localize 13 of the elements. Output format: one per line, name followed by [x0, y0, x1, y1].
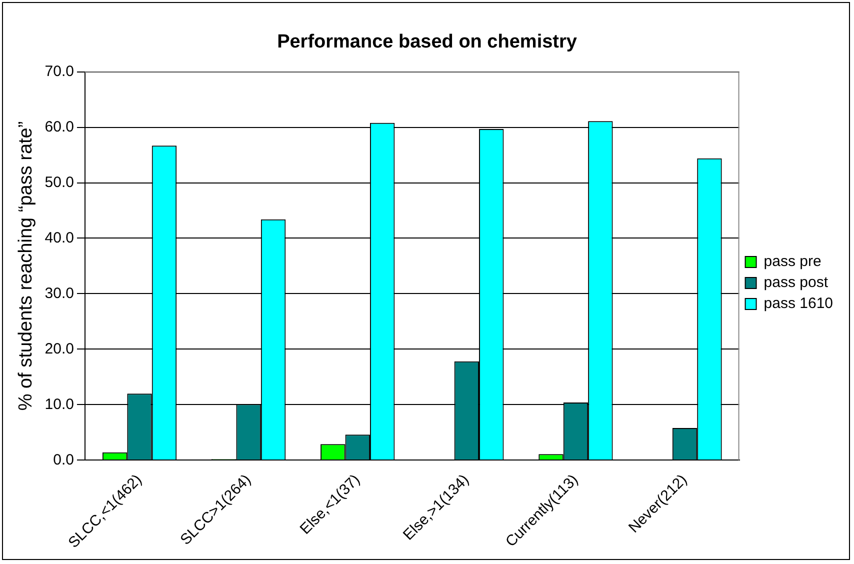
y-tick-label: 40.0 [44, 229, 74, 246]
legend-label: pass 1610 [764, 295, 834, 312]
y-tick-label: 20.0 [44, 340, 74, 358]
y-tick-label: 30.0 [44, 284, 74, 302]
chart-title: Performance based on chemistry [277, 32, 578, 53]
y-tick-label: 50.0 [44, 174, 74, 191]
legend-label: pass pre [764, 253, 822, 270]
y-tick-label: 0.0 [53, 451, 74, 468]
y-tick-label: 70.0 [44, 62, 74, 80]
legend-label: pass post [764, 274, 829, 292]
y-tick-label: 60.0 [44, 118, 74, 136]
y-axis-title: % of students reaching “pass rate” [16, 121, 37, 411]
y-tick-label: 10.0 [44, 396, 74, 413]
